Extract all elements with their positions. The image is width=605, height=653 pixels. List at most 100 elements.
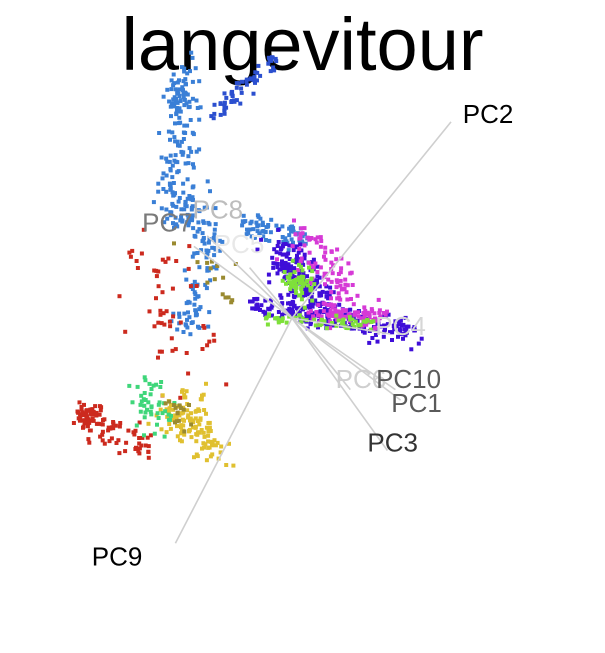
data-point — [186, 161, 191, 166]
data-point — [351, 315, 356, 320]
data-point — [195, 454, 200, 459]
data-point — [331, 263, 336, 268]
data-point — [212, 338, 217, 343]
data-point — [132, 432, 137, 437]
data-point — [299, 248, 304, 253]
data-point — [197, 147, 202, 152]
data-point — [158, 407, 163, 412]
data-point — [107, 439, 112, 444]
data-point — [302, 243, 307, 248]
data-point — [163, 259, 168, 264]
data-point — [280, 224, 285, 229]
data-point — [141, 397, 146, 402]
data-point — [198, 417, 203, 422]
axis-label-pc2[interactable]: PC2 — [463, 99, 514, 129]
data-point — [172, 241, 176, 246]
axis-label-pc6[interactable]: PC6 — [336, 364, 387, 394]
data-point — [167, 99, 172, 104]
data-point — [337, 302, 342, 307]
data-point — [399, 332, 404, 337]
data-point — [297, 246, 302, 251]
data-point — [124, 440, 129, 445]
data-point — [200, 231, 205, 236]
axis-label-pc8[interactable]: PC8 — [193, 194, 244, 224]
data-point — [162, 434, 167, 439]
data-point — [137, 446, 142, 451]
data-point — [307, 237, 312, 242]
data-point — [402, 327, 407, 332]
data-point — [205, 343, 210, 348]
data-point — [168, 137, 172, 142]
data-point — [335, 310, 340, 315]
axis-label-pc7[interactable]: PC7 — [142, 208, 193, 238]
data-point — [85, 424, 90, 429]
data-point — [172, 225, 176, 230]
data-point — [151, 383, 156, 388]
data-point — [175, 91, 180, 96]
data-point — [244, 79, 249, 84]
data-point — [118, 421, 123, 425]
data-point — [161, 94, 166, 99]
data-point — [350, 312, 355, 317]
axis-label-pc9[interactable]: PC9 — [92, 542, 143, 572]
data-point — [202, 408, 207, 412]
data-point — [302, 289, 307, 294]
data-point — [266, 272, 271, 277]
data-point — [211, 236, 216, 240]
data-point — [196, 430, 201, 435]
data-point — [290, 289, 295, 294]
data-point — [290, 273, 295, 278]
data-point — [299, 226, 304, 231]
data-point — [193, 409, 198, 414]
data-point — [173, 121, 177, 126]
data-point — [344, 290, 349, 295]
data-point — [171, 311, 176, 316]
axis-label-pc10[interactable]: PC10 — [376, 364, 441, 394]
data-point — [160, 257, 165, 262]
data-point — [220, 292, 225, 297]
axis-label-pc3[interactable]: PC3 — [367, 428, 418, 458]
data-point — [291, 240, 295, 245]
data-point — [368, 327, 373, 332]
data-point — [154, 268, 159, 273]
data-point — [142, 391, 147, 395]
data-point — [98, 408, 103, 413]
data-point — [308, 322, 313, 327]
axis-label-pc1[interactable]: PC1 — [391, 388, 442, 418]
data-point — [355, 293, 360, 298]
data-point — [149, 412, 154, 417]
data-point — [258, 216, 263, 221]
data-point — [295, 306, 299, 311]
data-point — [181, 190, 186, 195]
data-point — [212, 232, 217, 237]
axis-line-pc1 — [291, 317, 402, 401]
data-point — [182, 395, 187, 400]
data-point — [275, 271, 280, 276]
data-point — [157, 400, 162, 405]
data-point — [261, 229, 266, 233]
data-point — [279, 295, 284, 300]
data-point — [348, 271, 353, 276]
data-point — [249, 234, 254, 239]
data-point — [126, 428, 131, 433]
axis-label-pc4[interactable]: PC4 — [375, 311, 426, 341]
data-point — [406, 324, 411, 329]
data-point — [177, 413, 182, 418]
data-point — [139, 443, 144, 448]
data-point — [186, 413, 191, 418]
data-point — [134, 259, 139, 263]
data-point — [294, 260, 299, 265]
data-point — [182, 103, 187, 108]
data-point — [318, 235, 323, 240]
data-point — [160, 411, 165, 416]
data-point — [291, 229, 296, 234]
data-point — [288, 287, 293, 292]
data-point — [171, 97, 176, 102]
data-point — [348, 307, 353, 312]
data-point — [190, 79, 195, 84]
data-point — [159, 349, 164, 354]
data-point — [170, 286, 175, 291]
data-point — [179, 431, 184, 436]
axis-label-pc5[interactable]: PC5 — [214, 229, 265, 259]
